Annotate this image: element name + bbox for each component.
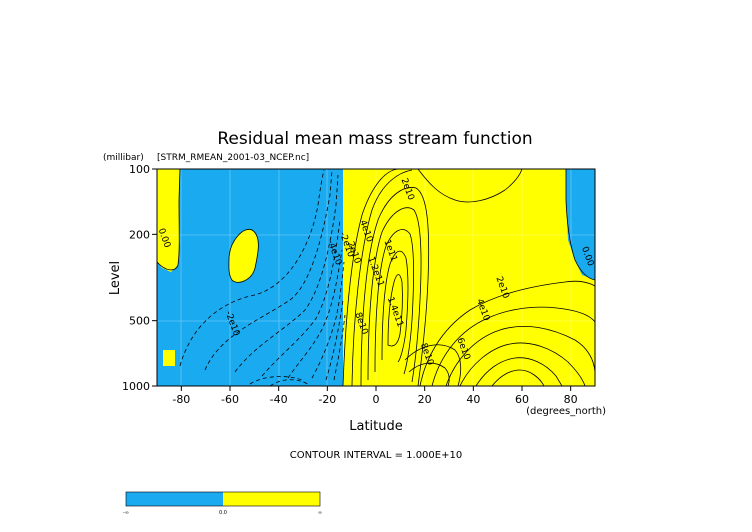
y-axis-label: Level [108,261,123,295]
y-tick-label: 1000 [122,380,150,393]
negative-contours [179,169,346,386]
colorbar-negative [126,492,223,506]
y-tick-label: 100 [129,163,150,176]
x-tick-label: -80 [172,393,190,406]
y-axis-ticks: 100 200 500 1000 [122,163,157,393]
x-axis-label: Latitude [349,419,403,434]
x-tick-label: 0 [373,393,380,406]
positive-fill-south-surface [163,350,175,366]
y-tick-label: 200 [129,228,150,241]
positive-fill-south-mid [228,229,259,283]
colorbar-label-min: -∞ [123,510,129,516]
colorbar: -∞ 0.0 ∞ [123,491,322,516]
x-axis-ticks: -80 -60 -40 -20 0 20 40 60 80 [172,386,578,406]
plot-area: 0.00-2e10-4e10-2e102e104e102e101e111.2e1… [157,169,595,386]
x-tick-label: -40 [270,393,288,406]
x-tick-label: -60 [221,393,239,406]
y-tick-label: 500 [129,315,150,328]
y-units-label: (millibar) [103,153,144,163]
colorbar-positive [223,492,320,506]
contour-interval-label: CONTOUR INTERVAL = 1.000E+10 [290,450,462,461]
colorbar-frame [125,491,321,507]
chart-title: Residual mean mass stream function [217,129,532,149]
colorbar-label-zero: 0.0 [219,510,227,516]
x-units-label: (degrees_north) [526,406,606,417]
grid-lines [157,169,595,386]
x-tick-label: 40 [466,393,480,406]
positive-fill-south-pole [157,169,180,272]
colorbar-label-max: ∞ [318,510,322,516]
chart-subtitle: [STRM_RMEAN_2001-03_NCEP.nc] [157,153,309,163]
x-tick-label: -20 [318,393,336,406]
x-tick-label: 60 [515,393,529,406]
positive-contours [157,169,595,386]
x-tick-label: 80 [564,393,578,406]
x-tick-label: 20 [418,393,432,406]
